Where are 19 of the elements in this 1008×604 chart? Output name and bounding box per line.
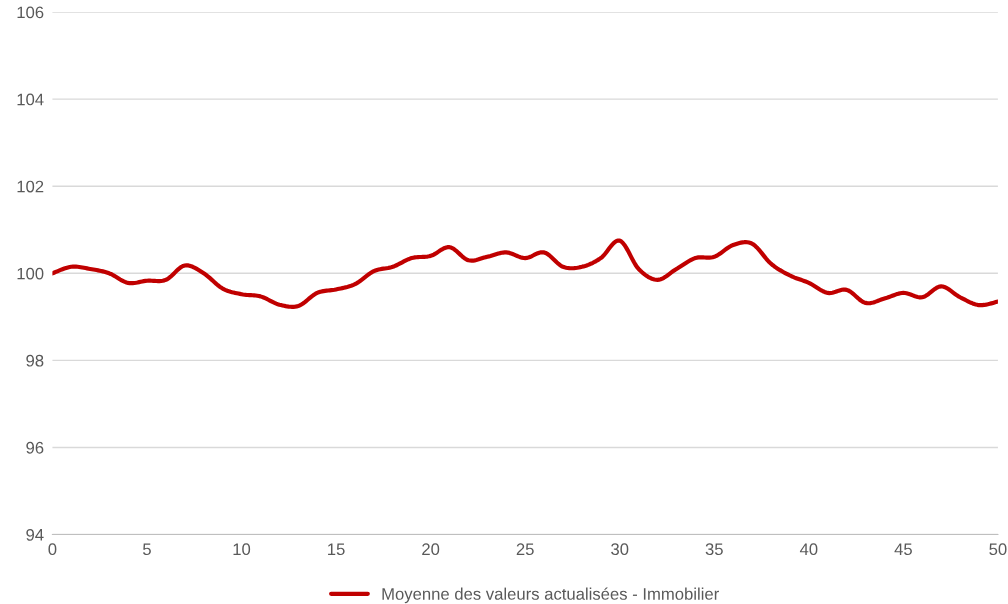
y-tick-label: 94 (26, 528, 44, 541)
x-tick-label: 15 (328, 543, 345, 556)
x-tick-label: 20 (422, 543, 440, 556)
x-tick-label: 35 (705, 543, 723, 556)
y-tick-label: 100 (17, 267, 44, 280)
y-tick-label: 104 (17, 93, 44, 106)
x-tick-label: 25 (516, 543, 534, 556)
x-tick-label: 30 (611, 543, 629, 556)
x-tick-label: 45 (894, 543, 912, 556)
legend-label: Moyenne des valeurs actualisées - Immobilier (382, 587, 719, 604)
x-tick-label: 5 (143, 543, 151, 556)
x-tick-label: 0 (48, 543, 57, 556)
y-tick-label: 106 (17, 6, 44, 19)
y-tick-label: 102 (17, 180, 44, 193)
x-tick-label: 40 (799, 543, 818, 556)
x-tick-label: 50 (989, 543, 1007, 556)
y-tick-label: 98 (26, 354, 44, 367)
y-tick-label: 96 (26, 441, 44, 454)
x-tick-label: 10 (233, 543, 251, 556)
